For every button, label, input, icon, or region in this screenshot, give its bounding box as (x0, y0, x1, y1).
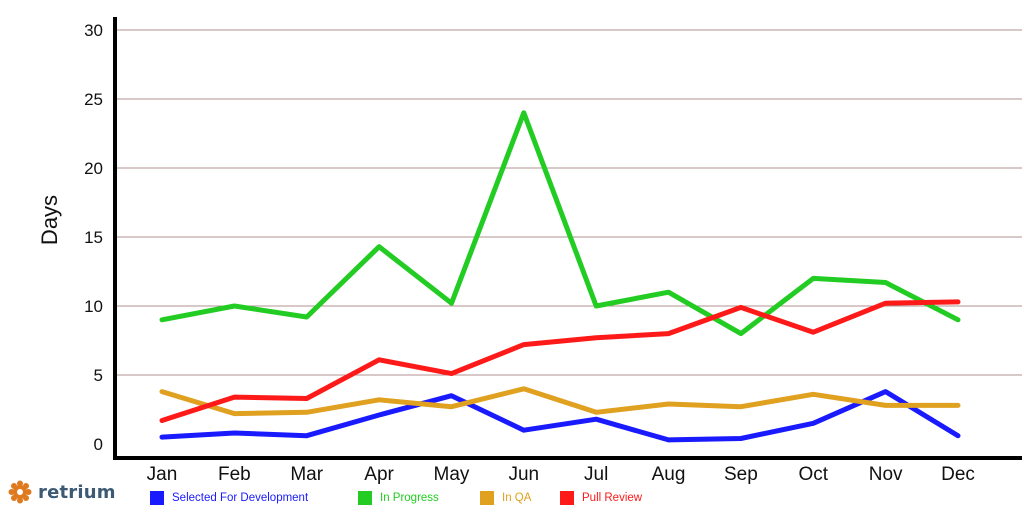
y-tick-label: 0 (94, 435, 103, 454)
legend-label: In Progress (380, 492, 439, 504)
legend-label: Selected For Development (172, 492, 309, 504)
legend-item: In Progress (358, 491, 439, 505)
legend-label: In QA (502, 492, 532, 504)
x-tick-label: Aug (652, 464, 686, 485)
tick-labels: 0 5 10 15 20 25 30 Jan Feb Mar Apr May Jun Jul Aug Sep O… (84, 21, 975, 485)
y-tick-label: 30 (84, 21, 103, 40)
series-line-in-qa (159, 386, 961, 417)
legend-swatch (480, 491, 494, 505)
series-lines (159, 110, 961, 443)
x-tick-label: Oct (798, 464, 828, 485)
legend-item: Selected For Development (150, 491, 308, 505)
axes (113, 17, 1022, 460)
y-tick-label: 25 (84, 90, 103, 109)
y-tick-label: 10 (84, 297, 103, 316)
series-line-in-progress (159, 110, 961, 337)
x-tick-label: Apr (364, 464, 394, 485)
y-tick-label: 5 (94, 366, 103, 385)
chart-legend: Selected For Development In Progress In QA… (150, 491, 710, 509)
x-tick-label: Jun (508, 464, 539, 485)
x-tick-label: Jan (147, 464, 178, 485)
x-tick-label: Mar (290, 464, 323, 485)
gear-icon (8, 480, 32, 504)
series-line-selected-for-development (159, 389, 961, 443)
x-tick-label: May (434, 464, 470, 485)
brand-name: retrium (38, 481, 116, 503)
legend-item: In QA (480, 491, 531, 505)
legend-item: Pull Review (560, 491, 642, 505)
x-tick-label: Feb (218, 464, 251, 485)
y-tick-label: 15 (84, 228, 103, 247)
series-line-pull-review (159, 299, 961, 423)
y-axis-label: Days (37, 195, 62, 245)
legend-swatch (358, 491, 372, 505)
y-tick-label: 20 (84, 159, 103, 178)
brand-logo: retrium (8, 480, 116, 504)
legend-swatch (560, 491, 574, 505)
legend-swatch (150, 491, 164, 505)
legend-label: Pull Review (582, 492, 643, 504)
grid-lines (115, 29, 1022, 376)
x-tick-label: Dec (941, 464, 975, 485)
x-tick-label: Jul (584, 464, 608, 485)
x-tick-label: Nov (869, 464, 903, 485)
x-tick-label: Sep (724, 464, 758, 485)
